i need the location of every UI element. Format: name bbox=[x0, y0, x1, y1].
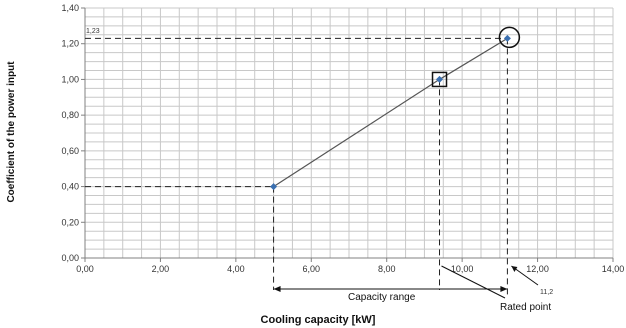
data-point bbox=[503, 34, 511, 42]
x-tick-label: 4,00 bbox=[227, 264, 245, 274]
x-value-label: 11,2 bbox=[540, 289, 553, 296]
y-tick-label: 0,00 bbox=[61, 253, 79, 263]
data-point bbox=[270, 183, 278, 191]
x-tick-label: 6,00 bbox=[303, 264, 321, 274]
y-tick-label: 1,40 bbox=[61, 3, 79, 13]
capacity-range-label: Capacity range bbox=[348, 292, 416, 303]
y-tick-label: 0,20 bbox=[61, 217, 79, 227]
data-point bbox=[436, 75, 444, 83]
y-tick-label: 0,60 bbox=[61, 146, 79, 156]
guide-lines bbox=[85, 37, 539, 299]
square-highlight bbox=[431, 71, 448, 88]
y-tick-label: 1,20 bbox=[61, 39, 79, 49]
rated-point-label: Rated point bbox=[500, 302, 551, 313]
x-tick-label: 14,00 bbox=[602, 264, 625, 274]
data-series bbox=[270, 26, 521, 191]
y-value-label: 1,23 bbox=[86, 28, 100, 35]
axes bbox=[81, 7, 614, 262]
annotations: 1,23 11,2 Capacity range Rated point bbox=[86, 28, 553, 313]
x-tick-label: 8,00 bbox=[378, 264, 396, 274]
y-tick-label: 0,80 bbox=[61, 110, 79, 120]
x-axis-label: Cooling capacity [kW] bbox=[261, 314, 376, 326]
series-line bbox=[273, 37, 508, 188]
y-axis-label: Coefficient of the power input bbox=[6, 61, 17, 203]
x-tick-label: 12,00 bbox=[526, 264, 549, 274]
rated-point-pointer bbox=[441, 265, 506, 299]
grid bbox=[84, 7, 614, 259]
x-tick-label: 2,00 bbox=[152, 264, 170, 274]
circle-highlight bbox=[498, 26, 521, 49]
arrowhead-left bbox=[273, 286, 281, 292]
y-tick-label: 1,00 bbox=[61, 74, 79, 84]
y-tick-label: 0,40 bbox=[61, 182, 79, 192]
x-tick-label: 10,00 bbox=[451, 264, 474, 274]
tick-labels: 0,00 2,00 4,00 6,00 8,00 10,00 12,00 14,00 0,00 0… bbox=[61, 3, 624, 274]
value-pointer-head bbox=[511, 266, 518, 272]
x-tick-label: 0,00 bbox=[76, 264, 94, 274]
arrowhead-right bbox=[500, 286, 508, 292]
